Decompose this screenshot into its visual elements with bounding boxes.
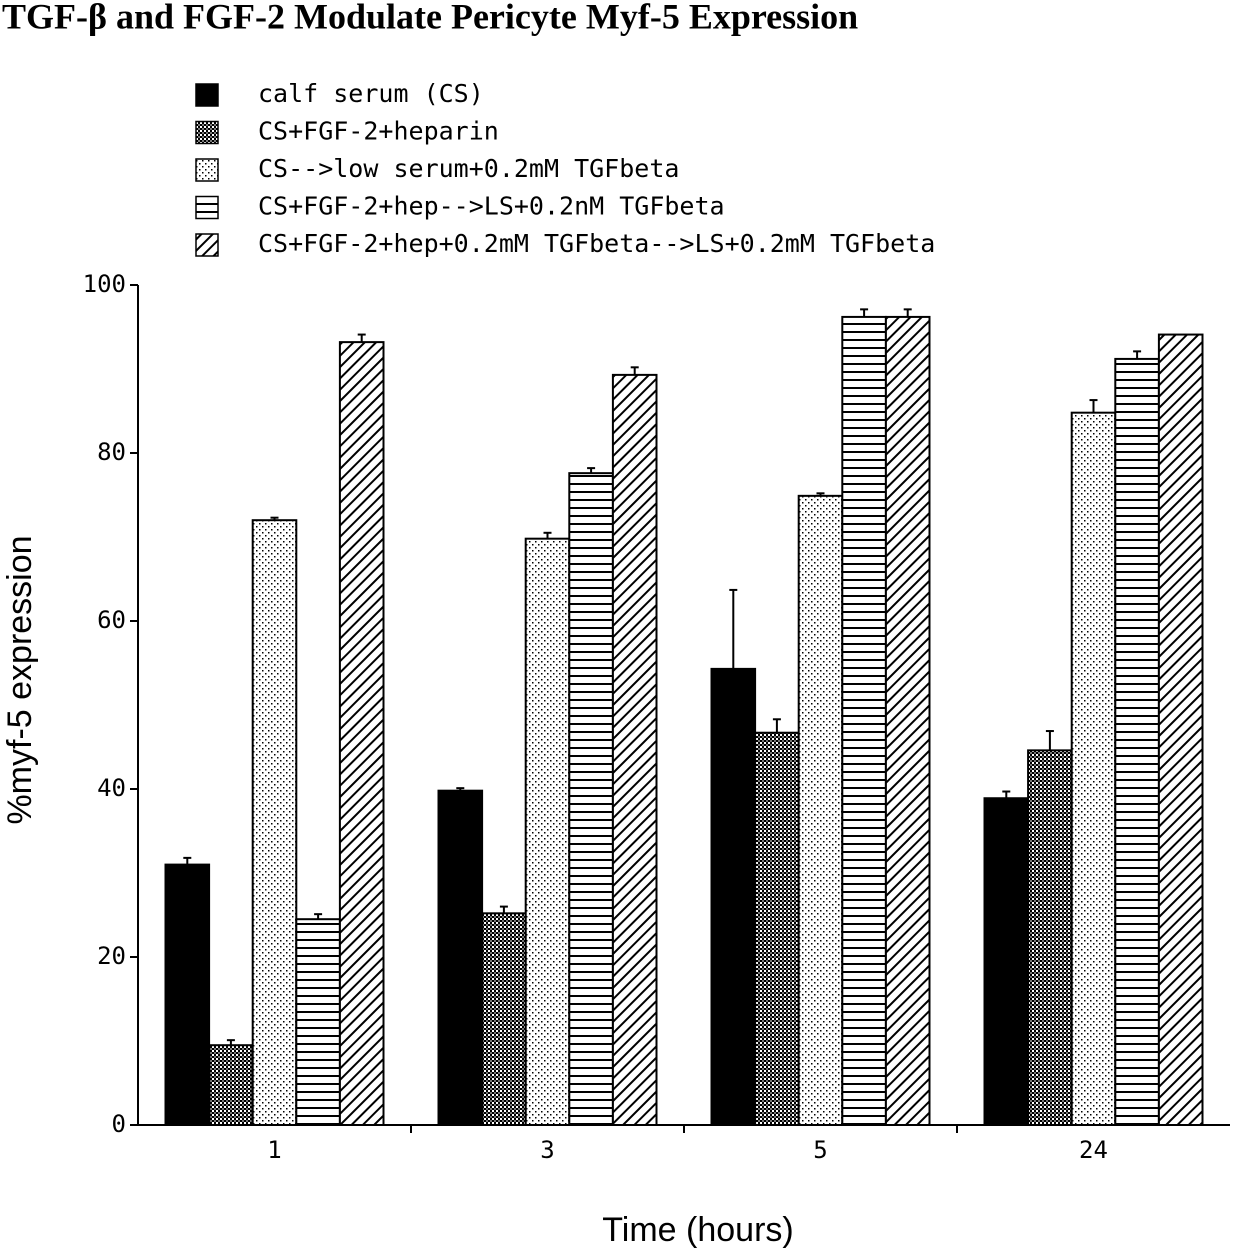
bar — [1114, 357, 1160, 1127]
error-bar — [816, 492, 825, 496]
error-bar — [1002, 790, 1011, 799]
bar — [1027, 749, 1073, 1126]
error-bar — [183, 856, 192, 865]
error-bar — [270, 516, 279, 521]
error-bar — [903, 308, 912, 317]
error-bar — [314, 913, 323, 920]
x-tick-label: 24 — [1079, 1136, 1108, 1164]
error-bar — [1045, 730, 1054, 751]
bar — [437, 789, 484, 1126]
legend-label: calf serum (CS) — [258, 79, 484, 108]
error-bar — [630, 366, 639, 375]
x-axis-label: Time (hours) — [602, 1211, 793, 1249]
chart-title: TGF-β and FGF-2 Modulate Pericyte Myf-5 … — [2, 0, 858, 36]
bar — [710, 667, 757, 1126]
bar — [841, 315, 887, 1127]
bar — [1157, 333, 1204, 1126]
y-tick-label: 0 — [112, 1110, 126, 1138]
bar — [251, 519, 298, 1126]
y-tick-label: 20 — [97, 942, 126, 970]
bar — [884, 315, 931, 1127]
legend-label: CS+FGF-2+hep-->LS+0.2nM TGFbeta — [258, 192, 725, 221]
bar — [208, 1044, 254, 1126]
legend-label: CS+FGF-2+hep+0.2mM TGFbeta-->LS+0.2mM TG… — [258, 229, 935, 258]
y-tick-label: 80 — [97, 438, 126, 466]
error-bar — [587, 467, 596, 474]
error-bar — [499, 905, 508, 914]
legend-swatch — [195, 83, 219, 107]
y-tick-label: 100 — [83, 270, 126, 298]
y-tick-label: 60 — [97, 606, 126, 634]
bar — [983, 797, 1030, 1126]
legend-label: CS-->low serum+0.2mM TGFbeta — [258, 154, 679, 183]
bar — [524, 537, 571, 1126]
legend-label: CS+FGF-2+heparin — [258, 117, 499, 146]
error-bar — [1133, 350, 1142, 359]
bar — [797, 494, 844, 1126]
error-bar — [729, 588, 738, 669]
legend-swatch — [195, 233, 219, 257]
bar — [611, 373, 658, 1126]
bar — [295, 918, 341, 1127]
legend-swatch — [195, 158, 219, 182]
y-tick-label: 40 — [97, 774, 126, 802]
error-bar — [456, 787, 465, 791]
legend-swatch — [195, 120, 219, 145]
y-axis-label: %myf-5 expression — [1, 535, 39, 824]
bar — [481, 912, 527, 1126]
x-tick-label: 3 — [540, 1136, 554, 1164]
bar — [568, 472, 614, 1127]
error-bar — [357, 333, 366, 343]
x-tick-label: 1 — [267, 1136, 281, 1164]
error-bar — [772, 718, 781, 733]
bar — [164, 863, 211, 1126]
bar — [338, 341, 385, 1126]
error-bar — [860, 308, 869, 317]
error-bar — [1089, 399, 1098, 413]
error-bar — [543, 531, 552, 539]
legend-swatch — [195, 195, 219, 220]
bar — [1070, 411, 1117, 1126]
bar — [754, 731, 800, 1126]
error-bar — [226, 1039, 235, 1046]
x-tick-label: 5 — [813, 1136, 827, 1164]
